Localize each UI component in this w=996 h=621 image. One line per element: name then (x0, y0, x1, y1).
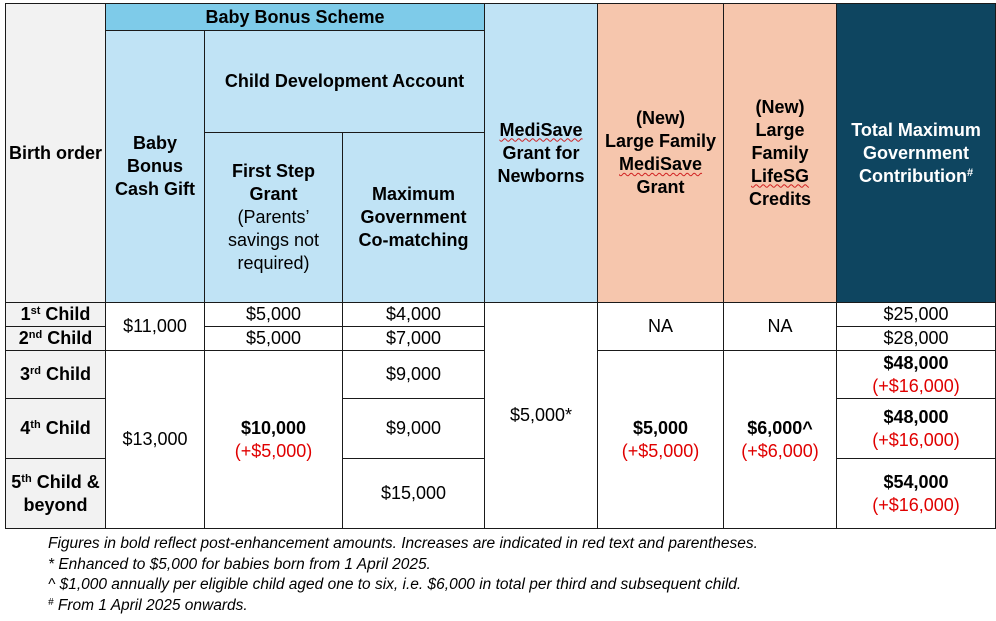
header-first-step-grant: First Step Grant (Parents’ savings not r… (204, 132, 343, 303)
row-label-2nd-child: 2nd Child (5, 326, 106, 351)
total-4: $48,000 (+$16,000) (836, 398, 996, 459)
cash-gift-3plus: $13,000 (105, 350, 205, 529)
header-medisave-grant: MediSave Grant for Newborns (484, 3, 599, 303)
first-step-3plus: $10,000 (+$5,000) (204, 350, 343, 529)
comatch-1: $4,000 (341, 302, 486, 327)
first-step-1: $5,000 (204, 302, 343, 327)
header-total-contribution: Total Maximum Government Contribution# (836, 3, 996, 303)
lf-medisave-1-2: NA (597, 302, 725, 351)
lf-lifesg-3plus: $6,000^ (+$6,000) (723, 350, 838, 529)
total-3: $48,000 (+$16,000) (836, 350, 996, 399)
comatch-5: $15,000 (341, 458, 486, 529)
header-birth-order: Birth order (5, 3, 106, 303)
first-step-2: $5,000 (204, 326, 343, 351)
lf-medisave-3plus: $5,000 (+$5,000) (597, 350, 725, 529)
total-2: $28,000 (836, 326, 996, 351)
medisave-word: MediSave (499, 119, 583, 140)
row-label-3rd-child: 3rd Child (5, 350, 106, 399)
header-large-family-medisave: (New) Large Family MediSave Grant (597, 3, 725, 303)
comatch-4: $9,000 (341, 398, 486, 459)
footnote-caret: ^ $1,000 annually per eligible child age… (48, 576, 742, 593)
comatch-3: $9,000 (341, 350, 486, 399)
row-label-1st-child: 1st Child (5, 302, 106, 327)
footnote-asterisk: * Enhanced to $5,000 for babies born fro… (48, 555, 431, 573)
footnotes: Figures in bold reflect post-enhancement… (48, 534, 758, 616)
footnote-hash: # From 1 April 2025 onwards. (48, 596, 248, 614)
cash-gift-1-2: $11,000 (105, 302, 205, 351)
header-baby-bonus-scheme: Baby Bonus Scheme (104, 3, 486, 31)
total-5: $54,000 (+$16,000) (836, 458, 996, 529)
medisave-grant-all: $5,000* (484, 302, 599, 529)
comatch-2: $7,000 (341, 326, 486, 351)
header-cash-gift: Baby Bonus Cash Gift (105, 30, 205, 303)
baby-bonus-table: Birth order Baby Bonus Scheme MediSave G… (5, 3, 996, 529)
header-child-development-account: Child Development Account (203, 30, 486, 133)
lf-lifesg-1-2: NA (723, 302, 838, 351)
row-label-4th-child: 4th Child (5, 398, 106, 459)
header-max-comatching: Maximum Government Co-matching (341, 132, 486, 303)
row-label-5th-child-beyond: 5th Child & beyond (5, 458, 106, 529)
header-large-family-lifesg: (New) Large Family LifeSG Credits (723, 3, 838, 303)
footnote-bold-note: Figures in bold reflect post-enhancement… (48, 535, 758, 552)
total-1: $25,000 (836, 302, 996, 327)
